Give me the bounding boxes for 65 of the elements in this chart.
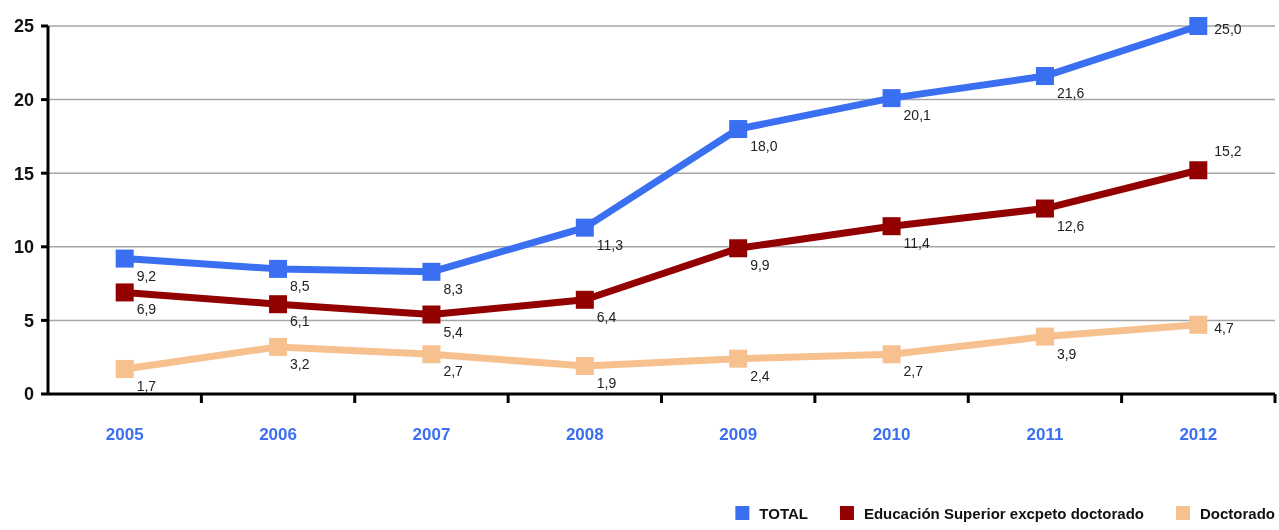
point	[882, 217, 901, 236]
point	[882, 345, 901, 364]
data-label: 5,4	[443, 323, 464, 340]
y-tick-label: 0	[23, 384, 34, 405]
data-label: 1,7	[136, 377, 157, 394]
data-label: 2,7	[903, 363, 924, 380]
y-tick-label: 20	[13, 89, 34, 110]
point	[729, 349, 748, 368]
data-label: 3,2	[290, 355, 310, 372]
point	[575, 357, 594, 376]
legend-label: Educación Superior excpeto doctorado	[863, 505, 1145, 522]
y-tick-label: 15	[13, 163, 34, 184]
point	[115, 249, 134, 268]
point	[882, 89, 901, 108]
data-label: 8,3	[443, 280, 464, 297]
data-label: 20,1	[903, 107, 932, 124]
point	[422, 305, 441, 324]
x-tick-label: 2009	[719, 425, 758, 444]
x-tick-label: 2005	[105, 425, 144, 444]
point	[1189, 161, 1208, 180]
legend-label: Doctorado	[1200, 505, 1275, 522]
y-tick-label: 25	[13, 16, 34, 37]
x-tick-label: 2007	[412, 425, 451, 444]
legend-label: TOTAL	[759, 505, 808, 522]
data-label: 18,0	[750, 138, 778, 155]
data-label: 11,4	[903, 235, 930, 252]
point	[422, 262, 441, 281]
point	[269, 295, 288, 314]
point	[422, 345, 441, 364]
point	[1035, 199, 1054, 218]
point	[1189, 17, 1208, 35]
x-tick-label: 2008	[565, 425, 604, 444]
x-tick-label: 2012	[1179, 425, 1218, 444]
data-label: 3,9	[1056, 345, 1077, 362]
x-tick-label: 2010	[872, 425, 911, 444]
data-label: 9,9	[750, 257, 770, 274]
point	[269, 259, 288, 278]
x-tick-label: 2011	[1026, 425, 1064, 444]
data-label: 6,1	[290, 313, 310, 330]
data-label: 8,5	[290, 277, 310, 294]
data-label: 11,3	[596, 236, 624, 253]
data-label: 9,2	[136, 267, 157, 284]
data-label: 15,2	[1214, 143, 1242, 160]
data-label: 25,0	[1214, 21, 1242, 37]
point	[269, 337, 288, 356]
data-label: 6,4	[596, 308, 617, 325]
point	[729, 239, 748, 258]
point	[1035, 67, 1054, 86]
data-label: 4,7	[1214, 319, 1234, 336]
data-label: 12,6	[1056, 217, 1085, 234]
point	[575, 290, 594, 309]
y-tick-label: 5	[23, 310, 34, 331]
point	[115, 283, 134, 302]
point	[1189, 315, 1208, 334]
data-label: 2,4	[750, 367, 770, 384]
x-tick-label: 2006	[259, 425, 297, 444]
point	[575, 218, 594, 237]
data-label: 21,6	[1056, 85, 1085, 102]
point	[729, 120, 748, 139]
data-label: 1,9	[596, 375, 617, 392]
data-label: 2,7	[443, 363, 464, 380]
point	[1035, 327, 1054, 346]
data-label: 6,9	[136, 301, 157, 318]
y-tick-label: 10	[13, 237, 34, 258]
point	[115, 359, 134, 378]
